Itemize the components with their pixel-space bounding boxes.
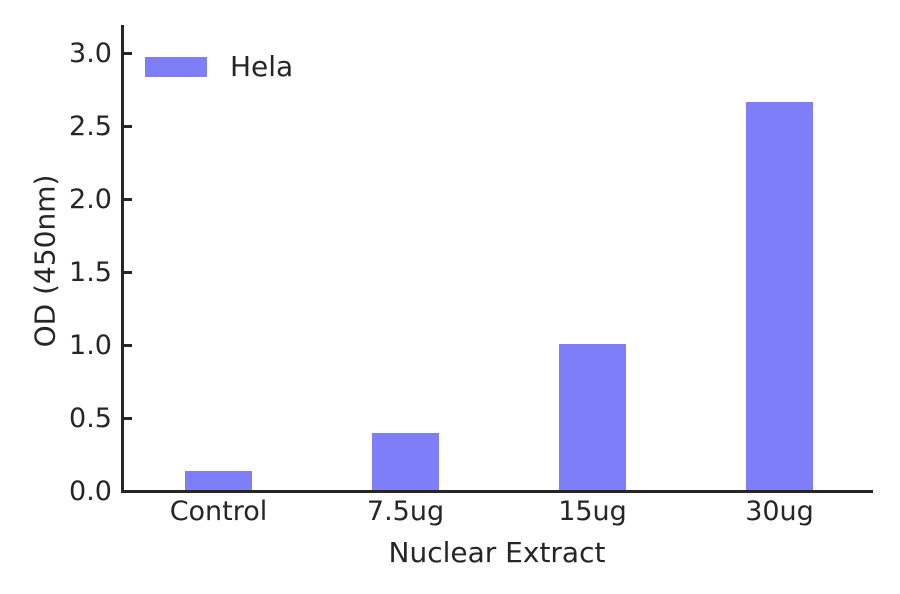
x-tick-label: 30ug	[745, 496, 814, 527]
x-axis-label: Nuclear Extract	[388, 536, 606, 569]
bar-30ug	[746, 102, 813, 490]
x-axis-line	[121, 490, 873, 493]
x-tick-label: Control	[169, 496, 268, 527]
legend-label: Hela	[230, 50, 294, 83]
y-tick-mark	[124, 417, 132, 420]
y-tick-mark	[124, 52, 132, 55]
y-tick-label: 2.5	[69, 110, 112, 142]
y-tick-label: 1.0	[69, 329, 112, 361]
y-tick-label: 2.0	[69, 183, 112, 215]
legend-swatch	[145, 57, 207, 77]
y-axis-line	[121, 25, 124, 493]
y-tick-mark	[124, 271, 132, 274]
x-tick-label: 15ug	[558, 496, 627, 527]
bar-7.5ug	[372, 433, 439, 490]
y-tick-label: 0.0	[69, 475, 112, 507]
bar-control	[185, 471, 252, 490]
y-tick-label: 1.5	[69, 256, 112, 288]
y-tick-label: 3.0	[69, 37, 112, 69]
bar-15ug	[559, 344, 626, 490]
x-tick-label: 7.5ug	[366, 496, 445, 527]
y-tick-mark	[124, 344, 132, 347]
y-tick-mark	[124, 490, 132, 493]
y-tick-mark	[124, 125, 132, 128]
y-tick-mark	[124, 198, 132, 201]
y-tick-label: 0.5	[69, 402, 112, 434]
